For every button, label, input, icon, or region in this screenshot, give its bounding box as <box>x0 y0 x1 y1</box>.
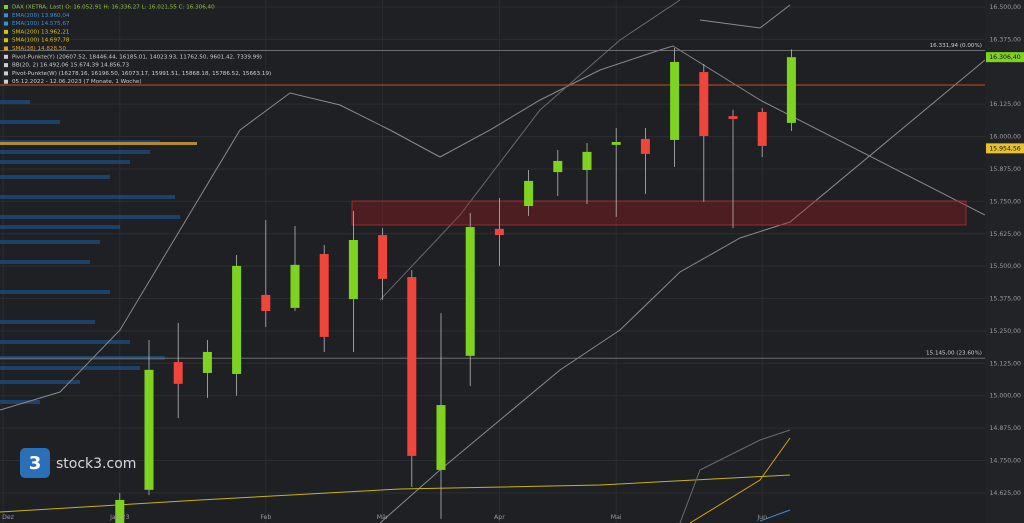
candle-body <box>319 253 329 337</box>
x-tick-label: Mai <box>611 514 622 521</box>
candle-body <box>728 116 738 119</box>
y-tick-label: 15.875,00 <box>990 166 1022 173</box>
legend-entry: Pivot-Punkte(W) (16278.16, 16196.50, 160… <box>12 71 271 77</box>
y-tick-label: 15.000,00 <box>990 393 1022 400</box>
y-tick-label: 16.000,00 <box>990 134 1022 141</box>
x-tick-label: Apr <box>494 514 505 521</box>
y-tick-label: 15.500,00 <box>990 263 1022 270</box>
legend-entry: EMA(100) 14.575,67 <box>12 21 70 27</box>
poc-line <box>0 142 197 145</box>
candle-body <box>786 57 796 123</box>
y-tick-label: 15.125,00 <box>990 360 1022 367</box>
candle-body <box>290 264 300 308</box>
y-tick-label: 15.250,00 <box>990 328 1022 335</box>
y-tick-label: 14.625,00 <box>990 490 1022 497</box>
y-tick-label: 15.375,00 <box>990 296 1022 303</box>
legend-entry: SMA(100) 14.697,78 <box>12 38 70 44</box>
legend-swatch <box>4 38 8 43</box>
candle-body <box>348 239 358 300</box>
x-tick-label: Jun <box>756 514 767 521</box>
legend-entry: 05.12.2022 - 12.06.2023 (7 Monate, 1 Woc… <box>12 79 142 85</box>
candle-body <box>115 499 125 523</box>
candle-body <box>582 151 592 171</box>
price-tag-label: 15.954,56 <box>989 145 1021 152</box>
legend-entry: BB(20, 2) 16.492,06 15.674,39 14.856,73 <box>12 63 129 69</box>
candle-body <box>232 265 242 374</box>
candles <box>115 47 796 523</box>
legend-swatch <box>4 71 8 76</box>
legend-entry: SMA(38) 14.828,50 <box>12 46 66 52</box>
candle-body <box>407 277 417 456</box>
legend-entry: EMA(200) 13.960,04 <box>12 13 70 19</box>
legend-swatch <box>4 79 8 84</box>
candle-body <box>757 111 767 146</box>
legend-entry: SMA(200) 13.962,21 <box>12 29 70 35</box>
candle-body <box>553 160 563 173</box>
x-tick-label: Dez <box>2 514 14 521</box>
logo: 3 stock3.com <box>20 448 136 478</box>
x-tick-label: Feb <box>260 514 271 521</box>
y-tick-label: 15.750,00 <box>990 198 1022 205</box>
y-tick-label: 14.875,00 <box>990 425 1022 432</box>
price-tag-label: 16.306,40 <box>989 54 1021 61</box>
y-tick-label: 15.625,00 <box>990 231 1022 238</box>
indicators <box>0 0 985 523</box>
candle-body <box>640 138 650 154</box>
fib-label: 16.331,94 (0.00%) <box>930 43 982 49</box>
candle-body <box>611 142 621 145</box>
price-tag <box>986 143 1024 154</box>
candle-body <box>524 180 534 207</box>
logo-text: stock3.com <box>56 456 136 472</box>
y-tick-label: 16.500,00 <box>990 4 1022 11</box>
fib-label: 15.145,00 (23.60%) <box>926 351 982 357</box>
candle-body <box>173 362 183 384</box>
candle-body <box>465 227 475 356</box>
legend: DAX (XETRA, Last) O: 16.052,91 H: 16.336… <box>4 5 271 85</box>
candle-body <box>144 369 154 490</box>
candle-body <box>378 235 388 279</box>
price-tag <box>986 52 1024 63</box>
legend-swatch <box>4 29 8 34</box>
candle-body <box>202 351 212 373</box>
price-axis <box>985 0 1024 523</box>
legend-entry: DAX (XETRA, Last) O: 16.052,91 H: 16.336… <box>12 5 215 11</box>
x-tick-label: Jan 23 <box>109 514 129 521</box>
x-tick-label: Mär <box>377 514 389 521</box>
legend-swatch <box>4 46 8 51</box>
candle-body <box>436 405 446 470</box>
legend-swatch <box>4 5 8 9</box>
candle-body <box>494 228 504 236</box>
candle-body <box>261 294 271 312</box>
legend-swatch <box>4 13 8 18</box>
fib-levels: 16.331,94 (0.00%) 15.145,00 (23.60%) <box>0 43 985 359</box>
y-tick-label: 14.750,00 <box>990 458 1022 465</box>
svg-text:3: 3 <box>29 453 42 474</box>
legend-entry: Pivot-Punkte(Y) (20607.52, 18446.44, 161… <box>12 54 262 60</box>
candle-body <box>699 72 709 137</box>
y-tick-label: 16.125,00 <box>990 101 1022 108</box>
y-tick-label: 16.375,00 <box>990 36 1022 43</box>
legend-swatch <box>4 54 8 59</box>
legend-swatch <box>4 21 8 26</box>
legend-swatch <box>4 63 8 68</box>
candle-body <box>670 61 680 140</box>
